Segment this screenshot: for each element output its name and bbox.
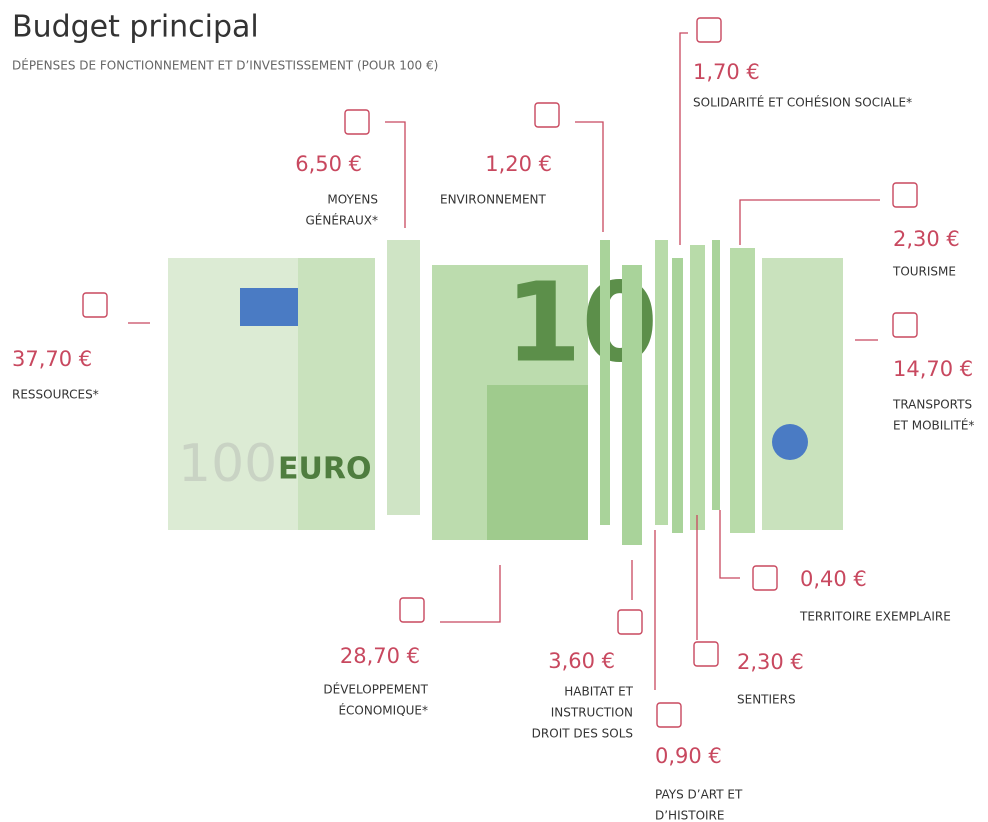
- budget-item: 3,60 € HABITAT ET INSTRUCTION DROIT DES SOL…: [532, 560, 642, 741]
- budget-item: 2,30 € SENTIERS: [694, 515, 804, 707]
- leader-line: [680, 33, 688, 245]
- icon: [535, 103, 559, 127]
- leader-line: [385, 122, 405, 228]
- amount: 1,20 €: [485, 152, 552, 176]
- leader-line: [740, 200, 880, 245]
- banknote: 100 EURO 10: [168, 240, 843, 545]
- amount: 14,70 €: [893, 357, 973, 381]
- label: SOLIDARITÉ ET COHÉSION SOCIALE*: [693, 95, 912, 110]
- amount: 28,70 €: [340, 644, 420, 668]
- icon: [657, 703, 681, 727]
- label: INSTRUCTION: [551, 706, 633, 720]
- label: TRANSPORTS: [892, 398, 972, 412]
- label: TOURISME: [892, 265, 956, 279]
- budget-item: 0,90 € PAYS D’ART ET D’HISTOIRE: [655, 530, 743, 822]
- icon: [345, 110, 369, 134]
- budget-item: 1,70 € SOLIDARITÉ ET COHÉSION SOCIALE*: [680, 18, 912, 245]
- label: HABITAT ET: [564, 685, 633, 699]
- icon: [83, 293, 107, 317]
- label: MOYENS: [327, 193, 378, 207]
- amount: 0,90 €: [655, 744, 722, 768]
- icon: [400, 598, 424, 622]
- label: D’HISTOIRE: [655, 809, 724, 822]
- budget-item: 6,50 € MOYENS GÉNÉRAUX*: [295, 110, 405, 228]
- budget-item: 28,70 € DÉVELOPPEMENT ÉCONOMIQUE*: [323, 565, 500, 718]
- icon: [697, 18, 721, 42]
- label: ET MOBILITÉ*: [893, 418, 974, 433]
- icon: [618, 610, 642, 634]
- infographic: Budget principal DÉPENSES DE FONCTIONNEM…: [0, 0, 988, 822]
- subtitle: DÉPENSES DE FONCTIONNEMENT ET D’INVESTIS…: [12, 58, 438, 73]
- title: Budget principal: [12, 10, 259, 45]
- svg-text:100: 100: [178, 434, 277, 494]
- amount: 2,30 €: [893, 227, 960, 251]
- label: GÉNÉRAUX*: [305, 213, 378, 228]
- amount: 6,50 €: [295, 152, 362, 176]
- icon: [694, 642, 718, 666]
- budget-item: 1,20 € ENVIRONNEMENT: [440, 103, 603, 232]
- amount: 3,60 €: [548, 649, 615, 673]
- icon: [893, 183, 917, 207]
- leader-line: [440, 565, 500, 622]
- label: ÉCONOMIQUE*: [338, 703, 428, 718]
- budget-item: 37,70 € RESSOURCES*: [12, 293, 150, 402]
- label: ENVIRONNEMENT: [440, 193, 547, 207]
- label: DÉVELOPPEMENT: [323, 682, 428, 697]
- amount: 0,40 €: [800, 567, 867, 591]
- icon: [753, 566, 777, 590]
- label: RESSOURCES*: [12, 388, 99, 402]
- label: DROIT DES SOLS: [532, 727, 633, 741]
- icon: [893, 313, 917, 337]
- amount: 37,70 €: [12, 347, 92, 371]
- svg-text:EURO: EURO: [278, 452, 371, 487]
- leader-line: [575, 122, 603, 232]
- label: PAYS D’ART ET: [655, 788, 743, 802]
- label: TERRITOIRE EXEMPLAIRE: [799, 610, 951, 624]
- budget-item: 14,70 € TRANSPORTS ET MOBILITÉ*: [855, 313, 974, 433]
- amount: 2,30 €: [737, 650, 804, 674]
- label: SENTIERS: [737, 693, 796, 707]
- amount: 1,70 €: [693, 60, 760, 84]
